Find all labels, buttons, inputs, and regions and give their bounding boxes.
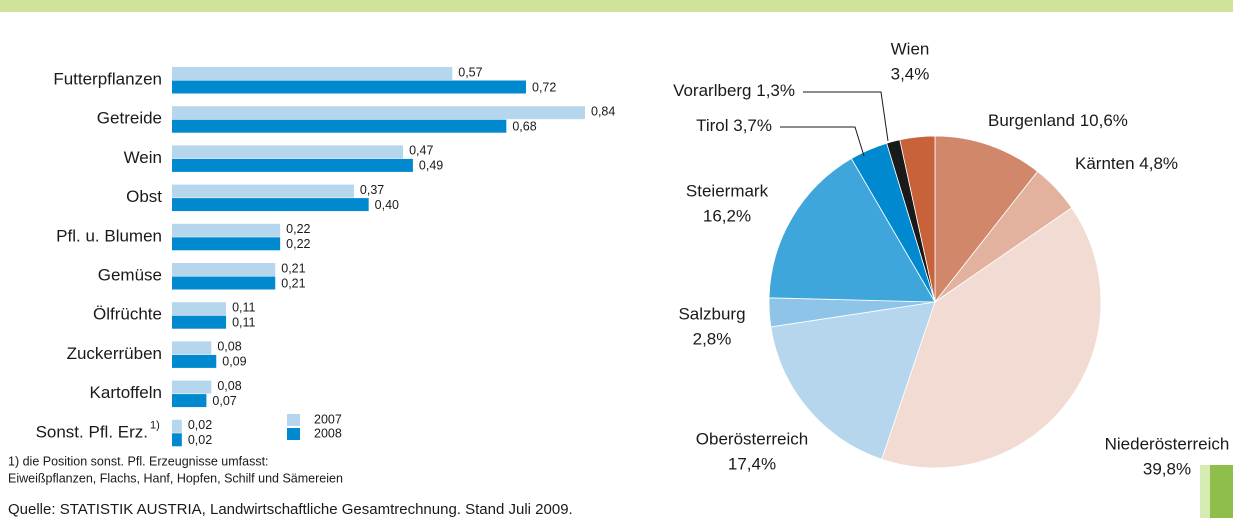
value-label: 0,02: [188, 433, 212, 447]
pie-slice: [768, 158, 936, 303]
value-label: 0,84: [591, 104, 615, 118]
legend-label: 2008: [314, 426, 342, 440]
slice-label: Vorarlberg 1,3%: [673, 81, 795, 100]
bar: [172, 341, 212, 355]
value-label: 0,22: [286, 237, 310, 251]
bar: [172, 80, 526, 94]
category-label: Wein: [124, 148, 162, 167]
bar: [172, 302, 227, 316]
pie-slice: [770, 301, 936, 460]
leader-line: [803, 91, 889, 142]
category-label: Ölfrüchte: [93, 305, 162, 324]
slice-label: Tirol 3,7%: [696, 116, 772, 135]
category-label: Kartoffeln: [90, 383, 162, 402]
source: Quelle: STATISTIK AUSTRIA, Landwirtschaf…: [8, 501, 573, 518]
bar: [172, 433, 182, 447]
bar: [172, 315, 227, 329]
value-label: 0,11: [232, 315, 255, 329]
bar: [172, 276, 276, 290]
slice-label: Burgenland 10,6%: [988, 111, 1128, 130]
category-label: Getreide: [97, 109, 162, 128]
value-label: 0,22: [286, 222, 310, 236]
slice-label: Steiermark: [686, 181, 769, 200]
slice-value: 3,4%: [891, 64, 930, 83]
value-label: 0,11: [232, 300, 255, 314]
legend-swatch: [287, 428, 300, 440]
slice-value: 2,8%: [693, 329, 732, 348]
leader-line: [780, 126, 865, 157]
legend-label: 2007: [314, 412, 342, 426]
slice-value: 39,8%: [1143, 459, 1191, 478]
value-label: 0,21: [281, 261, 305, 275]
category-label: Gemüse: [98, 265, 162, 284]
category-label: Futterpflanzen: [53, 69, 162, 88]
top-band: [0, 0, 1233, 12]
category-label: Pfl. u. Blumen: [56, 226, 162, 245]
bar: [172, 145, 404, 159]
category-label: Sonst. Pfl. Erz.: [36, 422, 148, 441]
value-label: 0,37: [360, 183, 384, 197]
slice-name: Tirol: [696, 116, 728, 135]
slice-name: Burgenland: [988, 111, 1075, 130]
value-label: 0,47: [409, 144, 433, 158]
bar: [172, 380, 212, 394]
value-label: 0,08: [217, 379, 241, 393]
bar: [172, 106, 585, 120]
slice-value: 16,2%: [703, 206, 751, 225]
value-label: 0,08: [217, 340, 241, 354]
bar: [172, 237, 281, 251]
slice-label: Salzburg: [678, 304, 745, 323]
value-label: 0,68: [512, 119, 536, 133]
slice-value: 10,6%: [1080, 111, 1128, 130]
slice-name: Vorarlberg: [673, 81, 751, 100]
pie-slice: [934, 135, 1039, 304]
value-label: 0,09: [222, 355, 246, 369]
slice-label: Niederösterreich: [1105, 434, 1230, 453]
value-label: 0,21: [281, 276, 305, 290]
legend-swatch: [287, 414, 300, 426]
bar: [172, 184, 354, 198]
bar: [172, 223, 281, 237]
value-label: 0,57: [458, 65, 482, 79]
footnote: Eiweißpflanzen, Flachs, Hanf, Hopfen, Sc…: [8, 471, 343, 485]
slice-label: Oberösterreich: [696, 429, 808, 448]
bar: [172, 158, 413, 172]
bar: [172, 394, 207, 408]
pie-slice: [899, 135, 936, 303]
bar: [172, 67, 453, 80]
value-label: 0,07: [212, 394, 236, 408]
slice-value: 3,7%: [733, 116, 772, 135]
slice-label: Kärnten 4,8%: [1075, 154, 1178, 173]
bar: [172, 119, 507, 133]
bar: [172, 419, 182, 433]
slice-value: 4,8%: [1139, 154, 1178, 173]
slice-value: 1,3%: [756, 81, 795, 100]
value-label: 0,49: [419, 159, 443, 173]
pie-slice: [881, 207, 1102, 469]
slice-value: 17,4%: [728, 454, 776, 473]
category-label: Obst: [126, 187, 162, 206]
value-label: 0,40: [375, 198, 399, 212]
footnote: 1) die Position sonst. Pfl. Erzeugnisse …: [8, 454, 269, 468]
bar: [172, 354, 217, 368]
slice-name: Kärnten: [1075, 154, 1135, 173]
slice-label: Wien: [891, 39, 930, 58]
bar: [172, 198, 369, 212]
bar: [172, 263, 276, 276]
value-label: 0,02: [188, 418, 212, 432]
category-label: Zuckerrüben: [67, 344, 162, 363]
footnote-mark: 1): [150, 420, 160, 432]
corner-decoration: [1200, 465, 1210, 518]
value-label: 0,72: [532, 80, 556, 94]
